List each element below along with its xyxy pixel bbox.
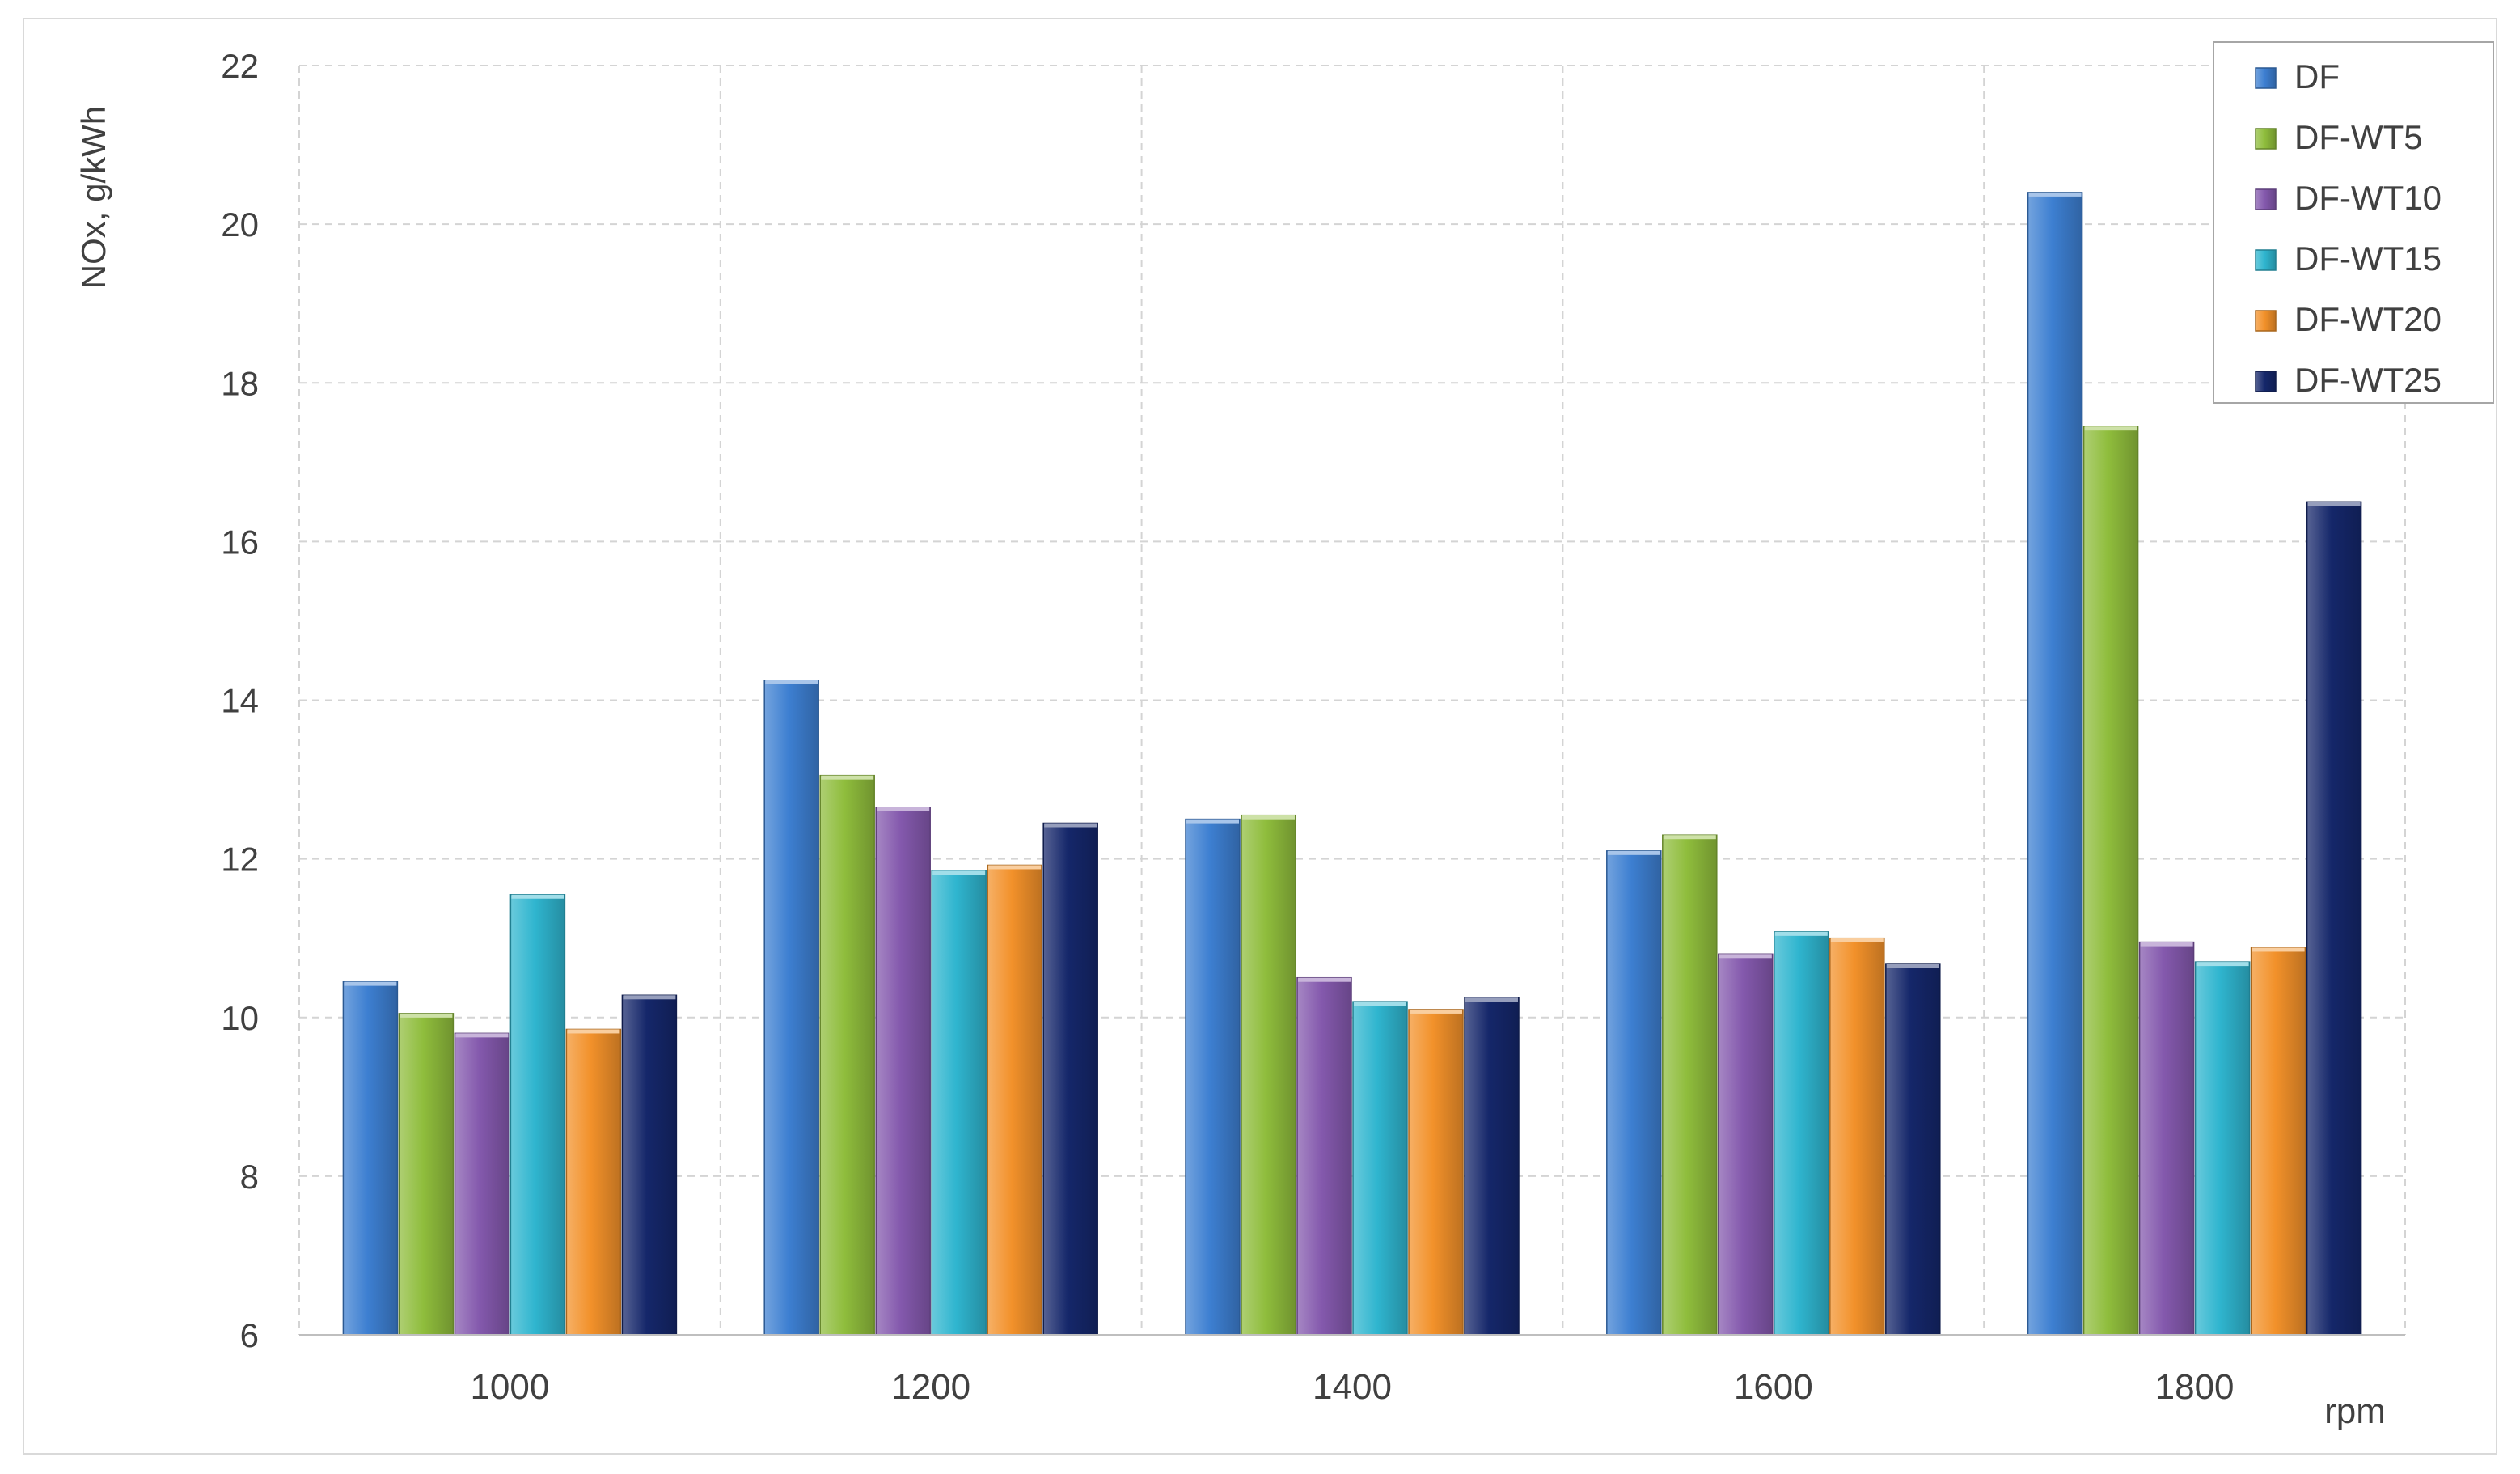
bar-highlight (344, 981, 397, 986)
bar-highlight (623, 995, 676, 1000)
bar-highlight (1830, 938, 1884, 942)
bar-df-wt15-1200 (931, 870, 987, 1336)
legend-label: DF-WT5 (2294, 118, 2423, 156)
bar-df-1800 (2027, 192, 2083, 1336)
legend-swatch-df-wt25 (2255, 371, 2277, 392)
axes: 6 8 10 12 14 16 18 20 22 1000 1200 1400 1600 1800 NOx,… (74, 47, 2405, 1431)
bar-highlight (455, 1033, 509, 1038)
bar-df-wt25-1600 (1885, 963, 1941, 1336)
legend-label: DF-WT25 (2294, 361, 2442, 399)
bar-highlight (1886, 964, 1939, 968)
bar-highlight (1465, 997, 1518, 1002)
x-tick-label: 1800 (2155, 1367, 2235, 1407)
bar-df-wt15-1800 (2194, 961, 2251, 1336)
bar-df-1600 (1606, 850, 1662, 1336)
bar-highlight (1607, 850, 1660, 855)
legend-swatch-df-wt5 (2255, 128, 2277, 150)
chart-frame: 6 8 10 12 14 16 18 20 22 1000 1200 1400 1600 1800 NOx,… (23, 18, 2497, 1455)
bar-highlight (1242, 815, 1295, 820)
bar-df-1400 (1185, 818, 1241, 1336)
bar-highlight (1774, 931, 1828, 936)
bar-highlight (1186, 819, 1239, 824)
bar-df-wt25-1200 (1042, 822, 1098, 1336)
bar-highlight (2196, 962, 2249, 967)
legend-label: DF-WT10 (2294, 179, 2442, 217)
y-tick-label: 20 (221, 205, 259, 244)
bar-df-wt5-1600 (1662, 834, 1718, 1336)
bar-highlight (932, 870, 986, 875)
bar-highlight (1044, 823, 1097, 828)
y-tick-label: 10 (221, 999, 259, 1037)
bar-df-wt10-1200 (875, 807, 931, 1336)
bar-highlight (988, 865, 1042, 870)
bar-df-wt20-1600 (1829, 937, 1885, 1336)
legend-label: DF-WT20 (2294, 300, 2442, 338)
bar-df-wt5-1000 (398, 1013, 455, 1336)
bar-df-wt25-1000 (621, 994, 678, 1336)
bar-df-wt10-1400 (1296, 976, 1352, 1336)
y-tick-label: 6 (240, 1316, 259, 1354)
bar-highlight (1410, 1009, 1462, 1014)
bar-df-wt20-1800 (2250, 947, 2306, 1336)
y-tick-label: 16 (221, 523, 259, 561)
y-tick-label: 14 (221, 682, 259, 720)
legend-box (2213, 41, 2494, 404)
bar-highlight (511, 894, 564, 899)
bar-highlight (1354, 1002, 1406, 1006)
y-tick-label: 22 (221, 47, 259, 85)
bar-highlight (2307, 502, 2361, 506)
bar-df-wt10-1800 (2138, 941, 2195, 1336)
bar-df-wt10-1600 (1718, 953, 1774, 1336)
bar-df-wt20-1200 (987, 864, 1042, 1336)
bar-df-wt5-1400 (1241, 814, 1296, 1336)
bars (342, 192, 2362, 1336)
bar-highlight (2084, 426, 2137, 431)
x-tick-label: 1600 (1734, 1367, 1813, 1407)
bar-highlight (2028, 192, 2082, 197)
y-tick-label: 18 (221, 364, 259, 402)
bar-df-wt10-1000 (454, 1032, 510, 1336)
bar-highlight (821, 775, 874, 780)
y-axis-title: NOx, g/kWh (74, 106, 112, 289)
bar-df-wt5-1800 (2082, 426, 2139, 1336)
bar-df-1200 (763, 680, 819, 1336)
bar-highlight (1298, 977, 1351, 982)
legend-swatch-df (2255, 67, 2277, 89)
x-tick-label: 1200 (891, 1367, 970, 1407)
bar-highlight (765, 680, 818, 684)
legend-label: DF-WT15 (2294, 239, 2442, 277)
bar-df-wt15-1600 (1774, 931, 1829, 1336)
y-tick-label: 12 (221, 841, 259, 879)
x-axis-title: rpm (2324, 1391, 2386, 1431)
bar-highlight (400, 1013, 453, 1018)
x-tick-label: 1400 (1313, 1367, 1392, 1407)
bar-highlight (877, 807, 930, 811)
bar-df-wt15-1400 (1352, 1001, 1408, 1336)
bar-df-wt25-1800 (2306, 501, 2362, 1336)
bar-df-wt20-1000 (565, 1028, 622, 1336)
bar-highlight (1663, 835, 1716, 840)
bar-highlight (567, 1029, 620, 1034)
bar-df-1000 (342, 981, 399, 1336)
legend-label: DF (2294, 57, 2340, 95)
y-tick-label: 8 (240, 1158, 259, 1196)
bar-highlight (2140, 942, 2193, 947)
legend-swatch-df-wt10 (2255, 188, 2277, 210)
bar-highlight (1719, 954, 1772, 959)
bar-df-wt5-1200 (819, 774, 875, 1336)
bar-df-wt15-1000 (509, 894, 566, 1336)
legend-swatch-df-wt20 (2255, 310, 2277, 332)
bar-df-wt25-1400 (1464, 997, 1520, 1336)
legend: DF DF-WT5 DF-WT10 DF-WT15 DF-WT20 DF-WT25 (2213, 41, 2494, 404)
legend-swatch-df-wt15 (2255, 249, 2277, 271)
x-tick-label: 1000 (470, 1367, 549, 1407)
gridlines (298, 65, 2406, 1336)
bar-df-wt20-1400 (1408, 1009, 1464, 1336)
bar-highlight (2252, 947, 2305, 952)
nox-bar-chart: 6 8 10 12 14 16 18 20 22 1000 1200 1400 1600 1800 NOx,… (74, 41, 2494, 1431)
